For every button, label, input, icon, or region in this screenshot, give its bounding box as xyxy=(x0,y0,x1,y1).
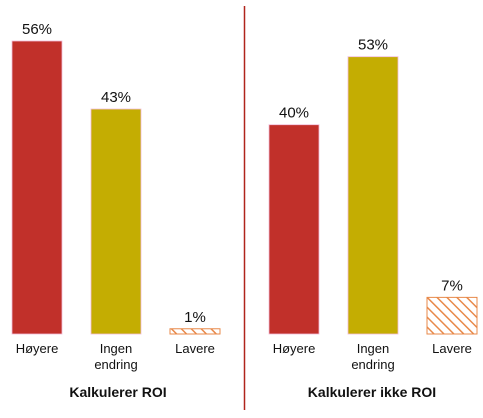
panel-title: Kalkulerer ROI xyxy=(69,384,166,400)
bar-1-3 xyxy=(169,328,221,335)
category-label: endring xyxy=(351,357,394,372)
value-label: 53% xyxy=(358,37,388,54)
value-label: 1% xyxy=(184,309,206,326)
panel-title: Kalkulerer ikke ROI xyxy=(308,384,436,400)
category-label: Høyere xyxy=(273,341,316,356)
bar-2-3 xyxy=(426,296,478,335)
category-label: Høyere xyxy=(16,341,59,356)
bar-1-2 xyxy=(90,108,142,335)
category-label: Lavere xyxy=(175,341,215,356)
category-label: endring xyxy=(94,357,137,372)
category-label: Lavere xyxy=(432,341,472,356)
category-label: Ingen xyxy=(357,341,390,356)
category-label: Ingen xyxy=(100,341,133,356)
bar-1-1 xyxy=(11,40,63,335)
bar-2-2 xyxy=(347,56,399,335)
value-label: 56% xyxy=(22,21,52,38)
value-label: 40% xyxy=(279,105,309,122)
bar-2-1 xyxy=(268,124,320,335)
value-label: 43% xyxy=(101,89,131,106)
value-label: 7% xyxy=(441,277,463,294)
